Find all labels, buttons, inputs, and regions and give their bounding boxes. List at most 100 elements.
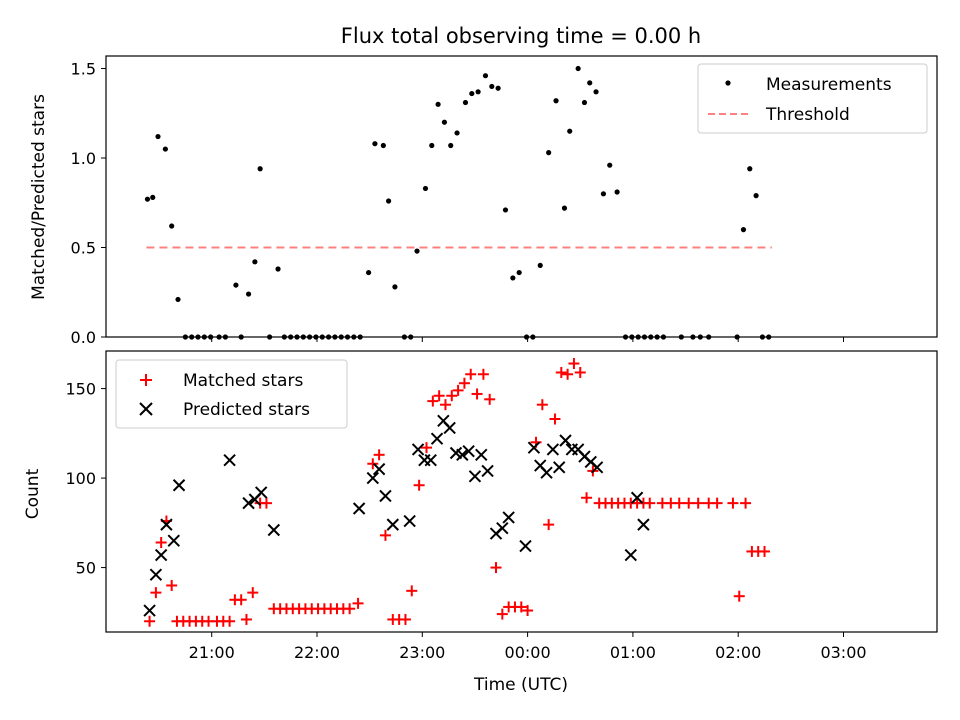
measurement-point	[593, 89, 599, 95]
matched-star-point	[683, 497, 695, 509]
matched-star-point	[673, 497, 685, 509]
measurement-point	[429, 142, 435, 149]
predicted-star-point	[552, 461, 566, 474]
top-y-tick-label: 1.5	[71, 60, 96, 79]
matched-star-point	[555, 366, 567, 378]
bottom-y-ticks: 50 100 150	[65, 380, 106, 578]
matched-star-point	[247, 587, 259, 599]
predicted-star-point	[223, 453, 236, 467]
measurement-point	[441, 119, 448, 125]
predicted-star-point	[546, 443, 560, 456]
legend-predicted-marker	[139, 402, 153, 416]
predicted-star-point	[424, 453, 437, 467]
measurement-point	[740, 227, 747, 233]
matched-star-point	[536, 399, 548, 411]
top-y-axis-label: Matched/Predicted stars	[29, 94, 49, 300]
measurement-point	[567, 128, 573, 134]
bottom-x-tick-label: 22:00	[294, 643, 340, 662]
measurement-point	[155, 133, 161, 140]
measurement-point	[414, 248, 420, 254]
matched-star-point	[399, 613, 411, 625]
matched-star-point	[727, 497, 739, 509]
bottom-legend-box	[115, 359, 348, 429]
top-axes-frame	[105, 55, 938, 338]
matched-star-point	[406, 585, 418, 597]
predicted-star-point	[502, 511, 515, 524]
measurement-point	[392, 284, 398, 290]
measurement-point	[175, 296, 181, 303]
matched-star-point	[240, 613, 252, 625]
predicted-star-point	[267, 523, 281, 537]
legend-threshold-label: Threshold	[765, 105, 850, 125]
predicted-star-point	[468, 470, 482, 483]
matched-star-point	[224, 615, 236, 627]
matched-star-point	[496, 608, 508, 620]
legend-matched-marker	[140, 374, 152, 386]
matched-star-point	[477, 368, 489, 380]
predicted-star-point	[411, 443, 425, 456]
matched-star-point	[644, 497, 656, 509]
measurement-point	[365, 269, 372, 276]
matched-star-point	[568, 358, 580, 370]
top-x-ticks	[211, 337, 844, 342]
predicted-star-point	[475, 448, 488, 462]
matched-star-point	[367, 458, 379, 470]
predicted-star-point	[386, 518, 400, 531]
predicted-star-point	[379, 489, 392, 503]
top-y-tick-label: 1.0	[71, 149, 96, 168]
matched-star-point	[373, 449, 385, 461]
measurement-point	[502, 207, 509, 213]
measurement-point	[753, 193, 759, 199]
bottom-x-tick-label: 00:00	[505, 643, 551, 662]
top-y-tick-label: 0.0	[71, 328, 96, 347]
bottom-x-tick-label: 01:00	[610, 643, 656, 662]
matched-star-point	[458, 377, 470, 389]
matched-star-point	[344, 603, 356, 615]
bottom-x-tick-label: 21:00	[189, 643, 235, 662]
measurement-point	[600, 191, 607, 197]
predicted-star-point	[143, 604, 156, 617]
predicted-star-point	[630, 491, 644, 504]
matched-star-point	[581, 492, 593, 504]
matched-star-point	[413, 479, 425, 491]
bottom-y-tick-label: 150	[65, 380, 96, 399]
measurement-point	[275, 266, 281, 272]
bottom-y-axis-label: Count	[23, 468, 43, 519]
measurement-point	[475, 89, 481, 95]
bottom-x-tick-label: 03:00	[820, 643, 866, 662]
matched-star-point	[543, 519, 555, 531]
measurement-point	[448, 142, 454, 149]
measurement-point	[581, 99, 588, 106]
matched-star-point	[439, 399, 451, 411]
predicted-star-point	[624, 548, 638, 562]
measurement-point	[747, 166, 753, 172]
measurement-point	[546, 150, 552, 156]
matched-star-point	[522, 605, 534, 617]
top-y-tick-label: 0.5	[71, 239, 96, 258]
legend-measurements-marker	[725, 80, 731, 86]
matched-star-point	[433, 390, 445, 402]
measurement-point	[144, 196, 151, 202]
predicted-star-point	[160, 518, 173, 531]
measurement-point	[169, 223, 175, 229]
measurement-point	[422, 185, 429, 192]
predicted-star-point	[167, 534, 180, 547]
measurement-point	[614, 189, 620, 195]
measurement-point	[380, 142, 386, 149]
predicted-star-point	[242, 496, 255, 510]
predicted-star-point	[372, 462, 386, 476]
matched-star-point	[733, 590, 745, 602]
measurement-point	[435, 101, 441, 107]
matched-star-point	[711, 497, 723, 509]
top-legend-box	[697, 63, 928, 134]
matched-star-point	[260, 497, 272, 509]
matched-star-point	[549, 413, 561, 425]
bottom-y-tick-label: 100	[65, 469, 96, 488]
measurement-point	[607, 162, 613, 168]
matched-star-point	[166, 579, 178, 591]
measurement-point	[495, 85, 501, 91]
legend-predicted-label: Predicted stars	[183, 400, 310, 420]
bottom-x-tick-label: 23:00	[399, 643, 445, 662]
predicted-star-point	[527, 441, 541, 454]
predicted-star-point	[590, 461, 604, 474]
